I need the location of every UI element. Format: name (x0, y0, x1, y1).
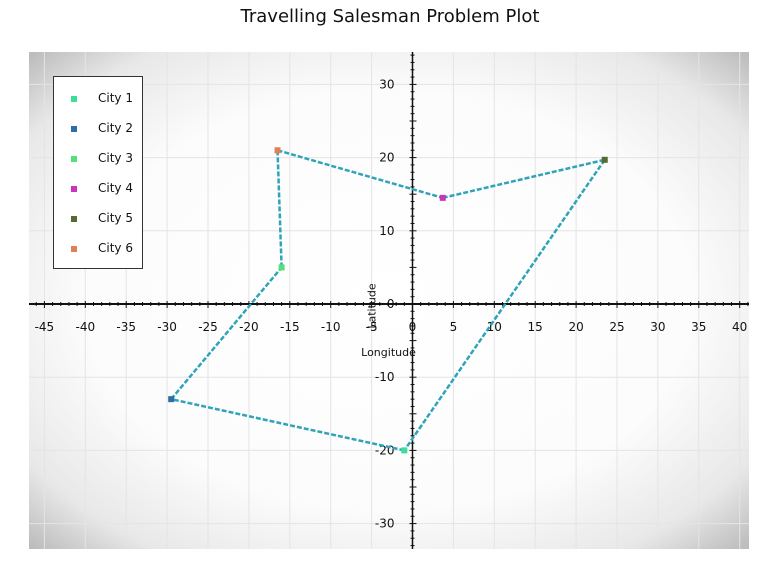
legend-label: City 6 (98, 241, 133, 255)
legend-marker (71, 156, 77, 162)
y-tick-label: 10 (379, 224, 394, 238)
city-point (401, 447, 408, 454)
city-points (168, 147, 608, 454)
x-axis-label: Longitude (361, 346, 416, 359)
city-point (168, 396, 175, 403)
y-tick-label: -20 (375, 443, 395, 457)
legend-label: City 4 (98, 181, 133, 195)
legend-marker (71, 186, 77, 192)
x-tick-label: -5 (366, 320, 378, 334)
x-tick-label: -45 (35, 320, 55, 334)
route-segment (403, 159, 606, 452)
city-point (439, 194, 446, 201)
legend-item: City 3 (54, 149, 144, 169)
y-tick-label: 0 (387, 297, 395, 311)
x-tick-label: 20 (568, 320, 583, 334)
route-segment (170, 397, 405, 452)
plot-background (29, 52, 749, 549)
y-tick-label: -10 (375, 370, 395, 384)
x-tick-label: 35 (691, 320, 706, 334)
x-tick-label: -25 (198, 320, 218, 334)
y-tick-label: 20 (379, 151, 394, 165)
y-tick-label: -30 (375, 517, 395, 531)
y-tick-label: 30 (379, 77, 394, 91)
legend: City 1 City 2 City 3 City 4 City 5 City 6 (53, 76, 143, 269)
city-point (278, 264, 285, 271)
x-tick-label: -40 (75, 320, 95, 334)
legend-label: City 1 (98, 91, 133, 105)
x-tick-label: -20 (239, 320, 259, 334)
legend-item: City 4 (54, 179, 144, 199)
route-segment (276, 150, 283, 268)
legend-item: City 5 (54, 209, 144, 229)
y-axis-label: Latitude (366, 283, 379, 329)
x-tick-label: 30 (650, 320, 665, 334)
chart-title: Travelling Salesman Problem Plot (240, 6, 540, 27)
legend-marker (71, 96, 77, 102)
legend-item: City 2 (54, 119, 144, 139)
legend-marker (71, 216, 77, 222)
legend-label: City 2 (98, 121, 133, 135)
x-tick-label: -35 (116, 320, 136, 334)
route-segment (170, 266, 283, 400)
route-segment (277, 149, 444, 200)
legend-item: City 6 (54, 239, 144, 259)
x-tick-label: 0 (409, 320, 417, 334)
legend-label: City 5 (98, 211, 133, 225)
x-tick-label: 25 (609, 320, 624, 334)
x-tick-label: 5 (450, 320, 458, 334)
x-tick-label: 15 (528, 320, 543, 334)
legend-label: City 3 (98, 151, 133, 165)
x-tick-label: -15 (280, 320, 300, 334)
x-tick-label: -10 (321, 320, 341, 334)
legend-item: City 1 (54, 89, 144, 109)
legend-marker (71, 246, 77, 252)
axes: -45 -40 -35 -30 -25 -20 -15 -10 -5 0 5 10 15 20 25 30 35… (29, 52, 749, 549)
route-lines (170, 149, 606, 452)
x-tick-label: -30 (157, 320, 177, 334)
city-point (601, 156, 608, 163)
x-tick-label: 40 (732, 320, 747, 334)
legend-marker (71, 126, 77, 132)
city-point (274, 147, 281, 154)
